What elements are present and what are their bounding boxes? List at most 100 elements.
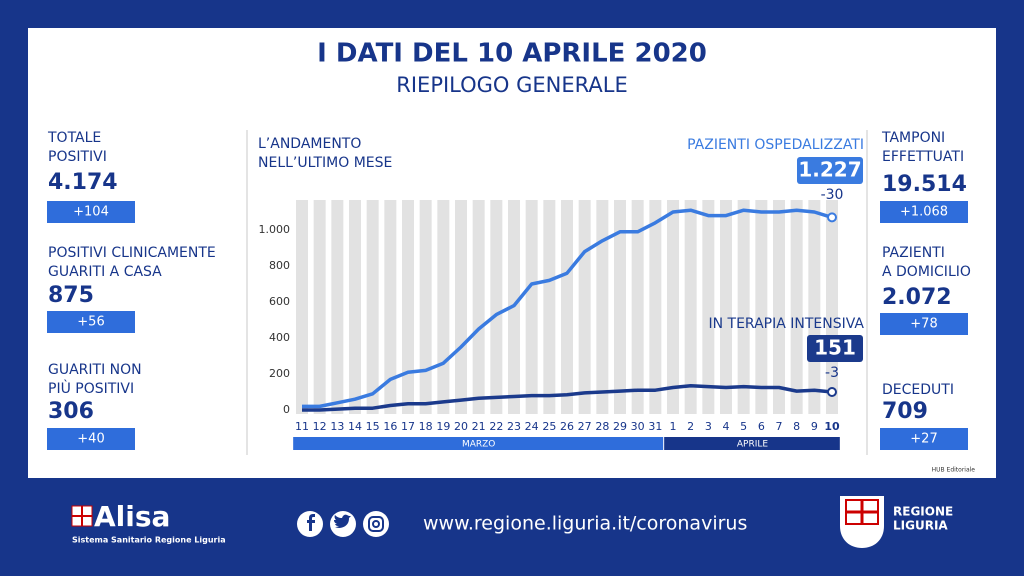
instagram-lens [372, 520, 380, 528]
region-logo [840, 496, 884, 548]
stat-label: PAZIENTI [882, 245, 945, 261]
column-stripe [402, 200, 414, 414]
x-tick-label: 28 [595, 420, 609, 433]
stat-label: POSITIVI CLINICAMENTE [48, 245, 216, 261]
x-tick-label: 1 [670, 420, 677, 433]
x-tick-label: 27 [578, 420, 592, 433]
column-stripe [313, 200, 326, 414]
stat-label: PIÙ POSITIVI [48, 379, 134, 397]
stat-value: 4.174 [48, 170, 118, 195]
column-stripe [384, 200, 397, 414]
latest-box [807, 335, 863, 362]
x-tick-label: 21 [472, 420, 486, 433]
column-stripe [455, 200, 467, 414]
delta-box [47, 428, 135, 450]
column-stripe [614, 200, 626, 414]
series-line [302, 208, 833, 409]
column-stripe [790, 200, 803, 414]
credit: HUB Editoriale [932, 467, 976, 474]
change-label: -3 [825, 365, 839, 381]
subtitle: RIEPILOGO GENERALE [396, 73, 627, 97]
month-label: MARZO [462, 440, 495, 450]
column-stripe [349, 200, 361, 414]
y-tick-label: 200 [269, 367, 290, 380]
column-stripe [490, 200, 503, 414]
region: LIGURIA [893, 519, 948, 533]
x-tick-label: 2 [687, 420, 694, 433]
column-stripe [331, 200, 344, 414]
y-tick-label: 400 [269, 331, 290, 344]
stat-delta: +56 [77, 315, 104, 330]
column-stripe [684, 200, 697, 414]
stat-value: 306 [48, 399, 94, 424]
x-tick-label: 25 [542, 420, 556, 433]
stat-delta: +40 [77, 432, 104, 447]
column-stripe [472, 200, 485, 414]
x-tick-label: 14 [348, 420, 362, 433]
logo-cross [72, 506, 92, 526]
brand-sub: Sistema Sanitario Regione Liguria [72, 536, 226, 545]
delta-box [880, 428, 968, 450]
month-band [664, 437, 840, 450]
y-tick-label: 800 [269, 259, 290, 272]
x-tick-label: 12 [313, 420, 327, 433]
column-stripe [296, 200, 308, 414]
stat-label: TAMPONI [881, 130, 945, 146]
x-tick-label: 6 [758, 420, 765, 433]
column-stripe [720, 200, 732, 414]
facebook-glyph [307, 514, 315, 531]
brand-logo [71, 505, 93, 527]
x-tick-label: 10 [824, 420, 840, 433]
column-stripe [525, 200, 538, 414]
stat-label: EFFETTUATI [882, 149, 964, 165]
brand: Alisa [94, 500, 170, 533]
x-tick-label: 30 [631, 420, 645, 433]
stat-value: 2.072 [882, 285, 952, 310]
column-stripe [366, 200, 379, 414]
title: I DATI DEL 10 APRILE 2020 [317, 39, 707, 69]
column-stripe [631, 200, 644, 414]
x-tick-label: 22 [489, 420, 503, 433]
instagram-icon[interactable] [363, 511, 389, 537]
stat-value: 709 [882, 399, 928, 424]
stat-value: 19.514 [882, 172, 967, 197]
delta-box [880, 201, 968, 223]
stat-label: GUARITI NON [48, 362, 142, 378]
column-stripe [649, 200, 662, 414]
delta-box [880, 313, 968, 335]
x-tick-label: 29 [613, 420, 627, 433]
stat-label: A DOMICILIO [882, 264, 971, 280]
column-stripe [808, 200, 821, 414]
column-stripe [561, 200, 573, 414]
stat-value: 875 [48, 283, 94, 308]
url[interactable]: www.regione.liguria.it/coronavirus [423, 513, 747, 535]
y-tick-label: 0 [283, 403, 290, 416]
region: REGIONE [893, 505, 953, 519]
stat-delta: +104 [73, 205, 109, 220]
chart-title: NELL’ULTIMO MESE [258, 155, 392, 171]
stat-label: POSITIVI [48, 149, 107, 165]
y-tick-label: 600 [269, 295, 290, 308]
x-tick-label: 17 [401, 420, 415, 433]
column-stripe [437, 200, 450, 414]
stat-label: TOTALE [47, 130, 101, 146]
end-marker [827, 212, 837, 223]
month-label: APRILE [737, 440, 769, 450]
x-tick-label: 11 [295, 420, 309, 433]
latest-box [797, 157, 863, 184]
column-stripe [419, 200, 432, 414]
column-stripe [826, 200, 838, 414]
end-marker [827, 387, 837, 397]
x-tick-label: 7 [776, 420, 783, 433]
latest-label: 151 [814, 336, 856, 360]
series-name: IN TERAPIA INTENSIVA [708, 316, 864, 332]
x-tick-label: 9 [811, 420, 818, 433]
column-stripe [737, 200, 750, 414]
y-tick-label: 1.000 [259, 223, 291, 236]
series-line [302, 383, 833, 412]
x-tick-label: 5 [740, 420, 747, 433]
x-tick-label: 26 [560, 420, 574, 433]
x-tick-label: 15 [366, 420, 380, 433]
stat-delta: +78 [910, 317, 937, 332]
